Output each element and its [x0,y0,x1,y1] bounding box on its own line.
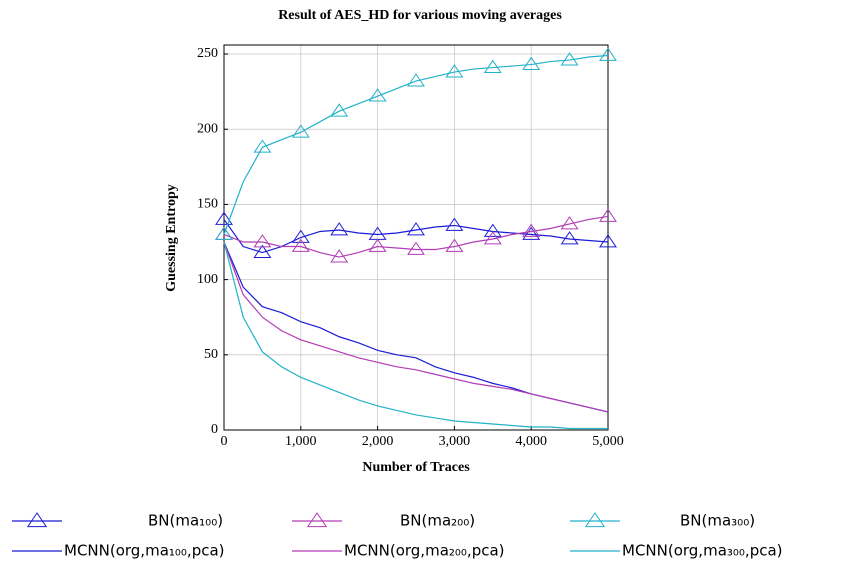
y-tick-label: 150 [197,197,218,212]
series-marker [560,52,579,66]
y-tick-label: 50 [204,347,218,362]
x-tick-label: 2,000 [362,434,394,449]
series-marker [330,103,349,117]
series-marker [407,73,425,87]
series-marker [599,234,617,248]
legend-label: BN(ma₃₀₀) [680,512,755,530]
series-marker [291,124,310,138]
series-line [223,241,609,413]
series-marker [330,222,349,236]
legend-marker [26,512,48,528]
legend-label: MCNN(org,ma₁₀₀,pca) [64,542,225,560]
series-marker [407,222,425,236]
y-axis-label: Guessing Entropy [164,184,179,292]
series-line [223,241,608,430]
series-marker [560,216,579,230]
series-marker [253,234,272,248]
series-marker [599,47,617,61]
y-tick-label: 200 [197,121,218,136]
series-line [223,215,609,258]
legend-marker [306,512,328,528]
x-tick-label: 0 [221,434,228,449]
series-marker [445,238,464,252]
series-marker [483,59,502,73]
series-marker [483,223,502,237]
legend-label: BN(ma₂₀₀) [400,512,475,530]
legend-label: MCNN(org,ma₂₀₀,pca) [344,542,505,560]
legend-marker [584,512,606,528]
series-marker [522,56,541,70]
series-marker [560,231,579,245]
plot-frame [223,44,609,431]
series-marker [215,226,233,240]
series-marker [253,139,272,153]
series-marker [522,226,541,240]
legend-label: MCNN(org,ma₃₀₀,pca) [622,542,783,560]
x-tick-label: 1,000 [285,434,317,449]
series-marker [445,64,464,78]
series-line [223,241,609,413]
x-tick-label: 4,000 [515,434,547,449]
series-marker [253,244,272,258]
series-marker [368,88,387,102]
series-marker [368,238,387,252]
chart-title: Result of AES_HD for various moving aver… [278,8,562,23]
legend-label: BN(ma₁₀₀) [148,512,223,530]
series-line [223,219,609,254]
series-marker [483,231,502,245]
x-tick-label: 3,000 [439,434,471,449]
series-marker [291,229,310,243]
y-tick-label: 100 [197,272,218,287]
series-line [223,54,609,235]
series-marker [522,223,541,237]
series-marker [330,249,349,263]
series-marker [599,208,617,222]
y-tick-label: 0 [211,422,218,437]
y-tick-label: 250 [197,46,218,61]
series-marker [291,238,310,252]
series-marker [445,217,464,231]
x-axis-label: Number of Traces [362,460,470,475]
x-tick-label: 5,000 [592,434,624,449]
series-marker [407,241,425,255]
series-marker [215,211,233,225]
